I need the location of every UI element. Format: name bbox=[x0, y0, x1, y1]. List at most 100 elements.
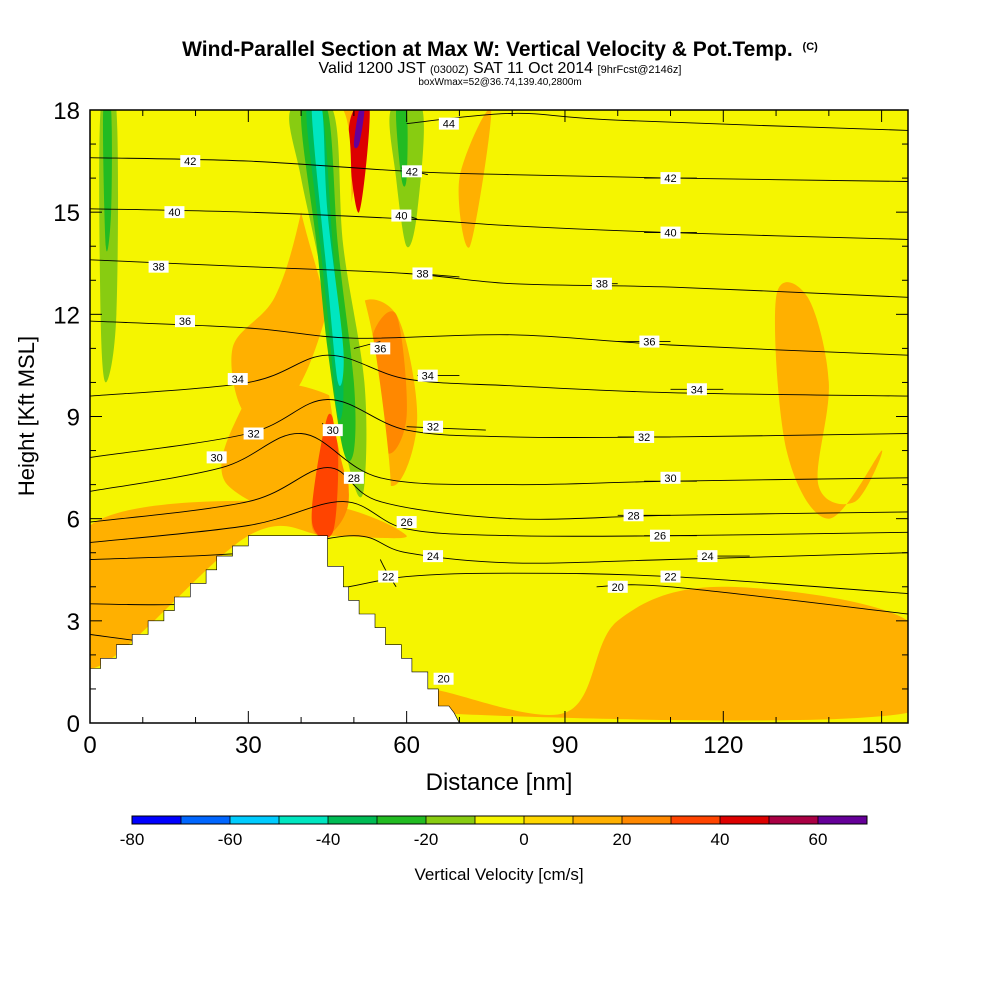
contour-label-24: 24 bbox=[701, 551, 713, 563]
contour-label-bg-20 bbox=[370, 342, 391, 355]
contour-label-32: 32 bbox=[427, 422, 439, 434]
contour-label-bg-21 bbox=[639, 335, 660, 348]
contour-label-bg-10 bbox=[206, 451, 227, 464]
contour-label-bg-19 bbox=[174, 315, 195, 328]
y-tick-label: 3 bbox=[67, 609, 80, 636]
contour-label-30: 30 bbox=[211, 452, 223, 464]
contour-label-bg-0 bbox=[433, 672, 454, 685]
colorbar-swatch bbox=[524, 816, 573, 824]
theta-contour-42-28 bbox=[90, 157, 908, 182]
contour-label-22: 22 bbox=[382, 572, 394, 584]
velocity-region-16 bbox=[311, 110, 344, 386]
velocity-region-5 bbox=[386, 586, 908, 721]
x-axis-label: Distance [nm] bbox=[426, 769, 573, 796]
contour-label-bg-18 bbox=[686, 383, 707, 396]
contour-label-28: 28 bbox=[348, 473, 360, 485]
theta-contour-40-25 bbox=[90, 208, 908, 240]
theta-contour-34-16 bbox=[90, 354, 908, 397]
contour-label-bg-24 bbox=[591, 277, 612, 290]
x-tick-label: 150 bbox=[862, 732, 902, 759]
contour-label-bg-13 bbox=[243, 427, 264, 440]
y-tick-label: 18 bbox=[53, 98, 80, 125]
title-text: Wind-Parallel Section at Max W: Vertical… bbox=[182, 38, 793, 61]
contour-label-bg-31 bbox=[438, 117, 459, 130]
contour-label-44: 44 bbox=[443, 119, 455, 131]
contour-label-bg-9 bbox=[623, 509, 644, 522]
contour-label-36: 36 bbox=[643, 337, 655, 349]
colorbar-tick-label: 20 bbox=[613, 830, 632, 849]
contour-label-bg-11 bbox=[322, 424, 343, 437]
y-tick-label: 9 bbox=[67, 405, 80, 432]
colorbar-swatch bbox=[622, 816, 671, 824]
contour-label-bg-29 bbox=[401, 165, 422, 178]
theta-contour-22-3 bbox=[379, 559, 397, 588]
x-tick-label: 60 bbox=[393, 732, 420, 759]
theta-contour-36-19 bbox=[90, 320, 908, 356]
y-tick-label: 6 bbox=[67, 507, 80, 534]
velocity-region-10 bbox=[348, 110, 370, 213]
forecast-info: [9hrFcst@2146z] bbox=[597, 64, 682, 76]
box-info: boxWmax=52@36.74,139.40,2800m bbox=[418, 77, 582, 88]
theta-contour-26-6 bbox=[90, 501, 908, 543]
contour-label-bg-4 bbox=[423, 550, 444, 563]
contour-label-40: 40 bbox=[664, 228, 676, 240]
x-tick-label: 30 bbox=[235, 732, 262, 759]
contour-label-bg-22 bbox=[148, 260, 169, 273]
contour-label-bg-25 bbox=[164, 206, 185, 219]
contour-label-26: 26 bbox=[401, 517, 413, 529]
contour-label-bg-16 bbox=[227, 373, 248, 386]
colorbar-tick-label: 40 bbox=[711, 830, 730, 849]
x-tick-label: 90 bbox=[552, 732, 579, 759]
contour-label-40: 40 bbox=[395, 211, 407, 223]
colorbar-swatch bbox=[279, 816, 328, 824]
chart-title: Wind-Parallel Section at Max W: Vertical… bbox=[0, 38, 1000, 62]
y-axis-label: Height [Kft MSL] bbox=[14, 336, 39, 496]
contour-label-34: 34 bbox=[691, 384, 703, 396]
contour-label-26: 26 bbox=[654, 531, 666, 543]
colorbar-swatch bbox=[426, 816, 475, 824]
contour-label-32: 32 bbox=[247, 429, 259, 441]
contour-label-bg-8 bbox=[343, 471, 364, 484]
colorbar-swatch bbox=[475, 816, 524, 824]
velocity-region-6 bbox=[90, 500, 407, 669]
contour-label-36: 36 bbox=[374, 343, 386, 355]
contour-label-38: 38 bbox=[596, 279, 608, 291]
contour-label-42: 42 bbox=[184, 156, 196, 168]
contour-label-38: 38 bbox=[152, 262, 164, 274]
contour-label-40: 40 bbox=[168, 207, 180, 219]
contour-label-bg-23 bbox=[412, 267, 433, 280]
contour-label-34: 34 bbox=[422, 371, 434, 383]
colorbar-swatch bbox=[377, 816, 426, 824]
copyright-mark: (C) bbox=[802, 41, 818, 53]
contour-label-42: 42 bbox=[664, 173, 676, 185]
colorbar-swatch bbox=[328, 816, 377, 824]
contour-label-bg-28 bbox=[180, 155, 201, 168]
contour-label-30: 30 bbox=[327, 425, 339, 437]
contour-label-bg-26 bbox=[391, 209, 412, 222]
colorbar-swatch bbox=[230, 816, 279, 824]
theta-contour-30-10 bbox=[90, 433, 908, 492]
contour-label-bg-27 bbox=[660, 226, 681, 239]
colorbar: -80 -60 -40 -20 0 20 40 60 bbox=[120, 815, 868, 849]
theta-contour-32-14 bbox=[406, 426, 486, 431]
colorbar-tick-label: -80 bbox=[120, 830, 145, 849]
terrain-layer bbox=[90, 535, 460, 723]
colorbar-tick-label: -40 bbox=[316, 830, 341, 849]
velocity-region-11 bbox=[353, 110, 365, 149]
colorbar-swatch bbox=[181, 816, 230, 824]
valid-utc: (0300Z) bbox=[430, 64, 469, 76]
contour-label-28: 28 bbox=[627, 510, 639, 522]
colorbar-swatch bbox=[818, 816, 867, 824]
contour-label-22: 22 bbox=[664, 572, 676, 584]
velocity-region-3 bbox=[458, 110, 492, 248]
y-tick-label: 0 bbox=[67, 711, 80, 738]
contour-label-bg-12 bbox=[660, 471, 681, 484]
contour-label-20: 20 bbox=[612, 582, 624, 594]
contour-label-42: 42 bbox=[406, 166, 418, 178]
contour-label-38: 38 bbox=[416, 268, 428, 280]
contour-label-bg-2 bbox=[660, 570, 681, 583]
theta-contour-38-22 bbox=[90, 259, 908, 298]
velocity-region-9 bbox=[311, 413, 339, 539]
chart-subtitle: Valid 1200 JST (0300Z) SAT 11 Oct 2014 [… bbox=[0, 60, 1000, 78]
